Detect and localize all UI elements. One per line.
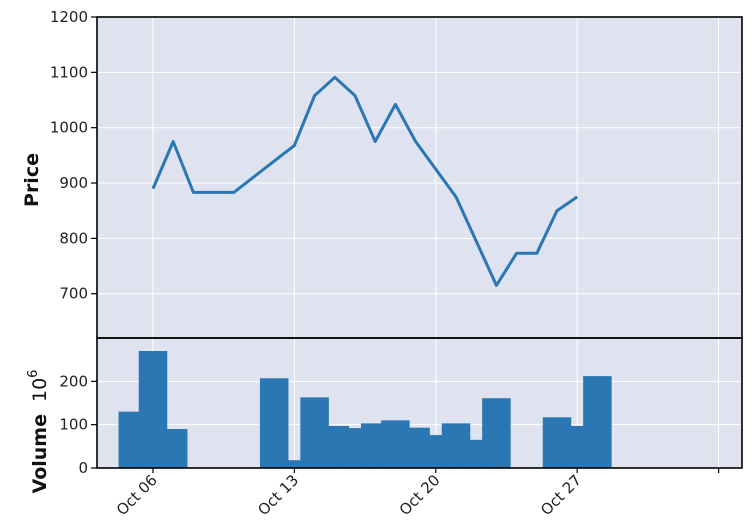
volume-axis-label: Volume: [29, 414, 51, 493]
volume-tick-label: 0: [78, 459, 88, 477]
volume-bars: [118, 351, 612, 468]
price-line-group: [151, 75, 579, 287]
price-tick-label: 900: [59, 174, 88, 192]
volume-multiplier-exponent: 6: [26, 370, 41, 378]
volume-multiplier-base: 10: [29, 378, 51, 402]
volume-bar: [158, 429, 188, 468]
price-tick-label: 800: [59, 229, 88, 247]
volume-bar: [482, 398, 511, 468]
volume-axis-label-group: Volume 106: [26, 370, 51, 494]
price-tick-label: 1200: [50, 8, 88, 26]
price-axis-label: Price: [21, 153, 43, 207]
x-tick-label: Oct 13: [254, 471, 302, 519]
x-tick-label: Oct 27: [537, 471, 585, 519]
price-panel-background: [97, 17, 742, 338]
volume-bar: [583, 376, 612, 468]
volume-panel-frame: [96, 337, 743, 469]
price-tick-label: 1000: [50, 119, 88, 137]
x-tick-label: Oct 06: [113, 471, 161, 519]
x-tick-label: Oct 20: [396, 471, 444, 519]
volume-tick-label: 100: [59, 416, 88, 434]
x-axis-ticks: Oct 06 Oct 13 Oct 20 Oct 27: [113, 468, 720, 519]
price-line: [151, 75, 579, 287]
price-y-ticks: 700 800 900 1000 1100 1200: [50, 8, 97, 303]
volume-tick-label: 200: [59, 372, 88, 390]
volume-y-ticks: 0 100 200: [59, 372, 97, 477]
volume-multiplier: 106: [26, 370, 51, 402]
volume-bar: [280, 460, 309, 468]
price-tick-label: 700: [59, 285, 88, 303]
volume-bar: [259, 378, 289, 468]
price-tick-label: 1100: [50, 63, 88, 81]
